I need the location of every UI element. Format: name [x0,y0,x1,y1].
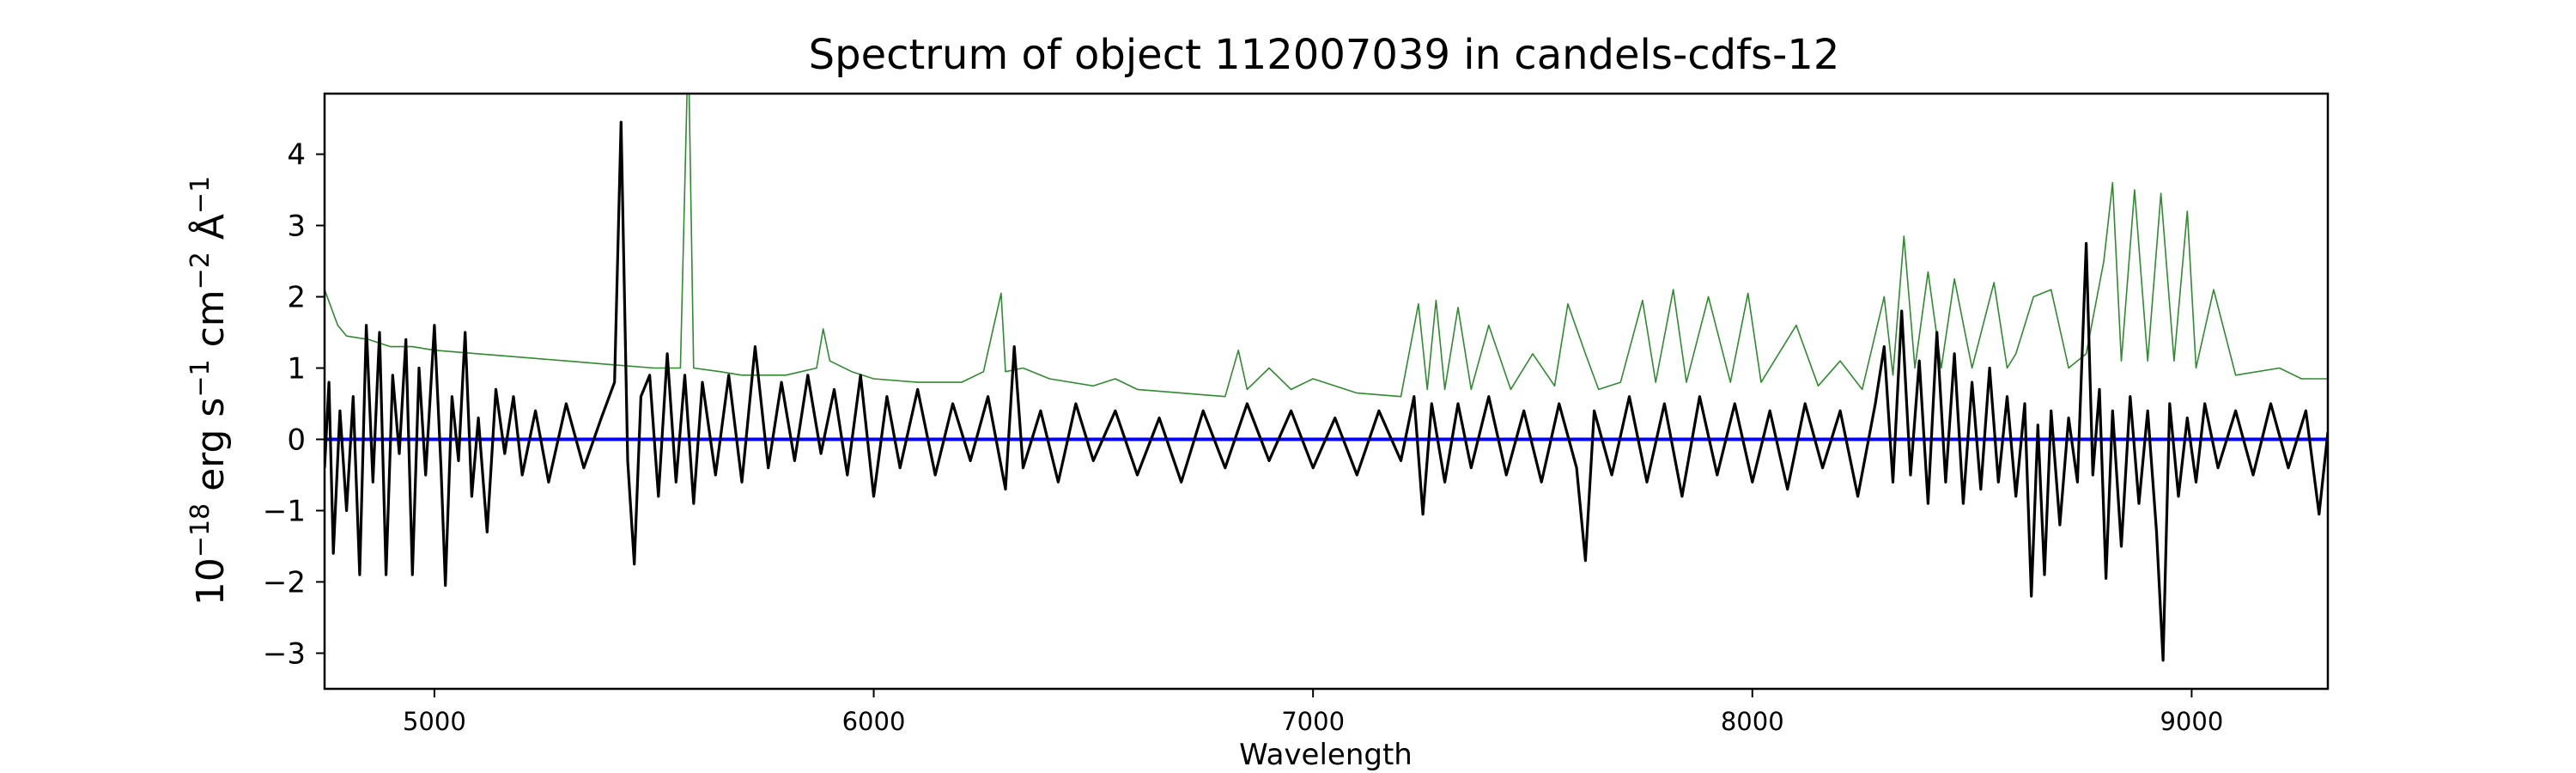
y-tick-label: 3 [287,210,306,244]
y-axis-label-exponent: −1 [185,176,216,214]
x-tick-label: 5000 [403,707,466,736]
y-axis-label-unit: 10 [189,557,233,606]
x-tick-label: 7000 [1281,707,1345,736]
x-tick-label: 9000 [2160,707,2223,736]
x-tick-label: 6000 [842,707,906,736]
y-tick-label: 2 [287,281,306,315]
y-axis-label-unit: Å [187,214,233,252]
y-axis-label-exponent: −1 [185,359,216,397]
y-axis-label-exponent: −2 [185,252,216,289]
y-tick-label: −3 [263,637,306,672]
x-axis: 5000 6000 7000 8000 9000 [403,689,2223,736]
y-axis-label-exponent: −18 [185,503,216,557]
y-tick-label: −2 [263,566,306,600]
series-line-1 [325,94,2328,398]
series-layer [325,94,2328,662]
x-axis-label: Wavelength [1239,738,1413,772]
series-line-3 [325,120,2328,662]
y-axis-label-unit: cm [189,289,233,359]
y-axis-label-unit: erg s [189,398,233,503]
plot-frame [323,92,2330,691]
y-tick-label: −1 [263,495,306,529]
y-tick-label: 1 [287,352,306,386]
y-tick-label: 0 [287,423,306,458]
y-axis: −3 −2 −1 0 1 2 3 4 [263,138,325,672]
chart-title: Spectrum of object 112007039 in candels-… [809,31,1840,79]
x-tick-label: 8000 [1721,707,1784,736]
y-axis-label: 10−18 erg s−1 cm−2 Å−1 [185,176,233,606]
y-tick-label: 4 [287,138,306,173]
